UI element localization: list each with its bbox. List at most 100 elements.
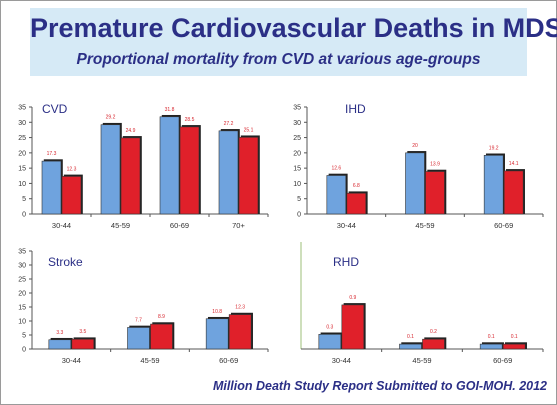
y-tick-label: 15 <box>293 166 301 173</box>
bar-series-b <box>150 323 173 350</box>
y-tick-label: 30 <box>18 120 26 127</box>
data-label: 6.8 <box>353 183 360 189</box>
chart-title: CVD <box>42 102 68 116</box>
data-label: 0.9 <box>349 295 356 301</box>
data-label: 12.6 <box>331 165 341 171</box>
y-tick-label: 35 <box>18 105 26 112</box>
y-tick-label: 15 <box>18 166 26 173</box>
x-tick-label: 30-44 <box>337 221 356 230</box>
bar-series-a <box>479 343 503 350</box>
y-tick-label: 0 <box>22 347 26 354</box>
bar-series-b <box>179 126 200 215</box>
x-tick-label: 60-69 <box>219 356 238 365</box>
y-tick-label: 30 <box>18 263 26 270</box>
rhd-chart: RHD 0.3 0.9 30-44 0.1 0.2 45-59 0.1 0.1 60-69 <box>300 242 544 365</box>
data-label: 24.9 <box>126 128 136 134</box>
data-label: 29.2 <box>106 115 116 121</box>
data-label: 20 <box>412 143 418 149</box>
x-tick-label: 45-59 <box>412 356 431 365</box>
stroke-chart: 0 5 10 15 20 25 30 35 Stroke 3.3 3.5 30-44 7.7 8.9 45-… <box>18 249 269 365</box>
source-note: Million Death Study Report Submitted to … <box>212 379 547 393</box>
x-tick-label: 45-59 <box>140 356 159 365</box>
bar-series-a <box>218 130 239 215</box>
y-tick-label: 10 <box>18 181 26 188</box>
cvd-chart: 0 5 10 15 20 25 30 35 CVD 17.3 12.3 30-44 29.2 24.9 45… <box>18 102 269 230</box>
y-tick-label: 5 <box>22 196 26 203</box>
data-label: 28.5 <box>185 117 195 123</box>
y-tick-label: 20 <box>18 291 26 298</box>
bar-series-b <box>61 176 82 215</box>
title-banner: Premature Cardiovascular Deaths in MDS P… <box>30 8 557 76</box>
data-label: 0.3 <box>326 324 333 330</box>
x-tick-label: 30-44 <box>62 356 81 365</box>
data-label: 0.2 <box>430 329 437 335</box>
data-label: 0.1 <box>488 334 495 340</box>
data-label: 0.1 <box>511 334 518 340</box>
x-tick-label: 70+ <box>232 221 245 230</box>
bar-series-b <box>503 170 524 215</box>
chart-title: RHD <box>333 255 359 269</box>
x-tick-label: 60-69 <box>170 221 189 230</box>
ihd-chart: 0 5 10 15 20 25 30 35 IHD 12.6 6.8 30-44 20 13.9 45-59… <box>293 102 544 230</box>
data-label: 12.3 <box>235 305 245 311</box>
y-tick-label: 20 <box>18 150 26 157</box>
chart-title: IHD <box>345 102 366 116</box>
data-label: 12.3 <box>67 166 77 172</box>
y-tick-label: 30 <box>293 120 301 127</box>
data-label: 3.5 <box>79 329 86 335</box>
data-label: 25.1 <box>244 127 254 133</box>
y-tick-label: 25 <box>18 135 26 142</box>
x-tick-label: 60-69 <box>493 356 512 365</box>
bar-series-b <box>425 171 445 215</box>
y-tick-label: 25 <box>293 135 301 142</box>
data-label: 8.9 <box>158 314 165 320</box>
data-label: 17.3 <box>47 151 57 157</box>
x-tick-label: 30-44 <box>332 356 351 365</box>
bar-series-b <box>228 314 252 350</box>
y-tick-label: 15 <box>18 305 26 312</box>
bar-series-a <box>100 124 121 215</box>
x-tick-label: 60-69 <box>494 221 513 230</box>
data-label: 19.2 <box>489 145 499 151</box>
bar-series-b <box>238 136 259 215</box>
chart-title: Stroke <box>48 255 83 269</box>
y-tick-label: 35 <box>18 249 26 256</box>
bar-series-b <box>502 343 526 350</box>
bar-series-a <box>405 152 425 215</box>
x-tick-label: 45-59 <box>415 221 434 230</box>
bar-series-a <box>326 175 347 215</box>
bar-series-b <box>346 192 367 215</box>
y-tick-label: 0 <box>297 212 301 219</box>
bar-series-b <box>422 338 445 350</box>
y-tick-label: 5 <box>22 333 26 340</box>
y-tick-label: 20 <box>293 150 301 157</box>
bar-series-a <box>318 334 342 350</box>
bar-series-a <box>127 327 150 350</box>
y-tick-label: 10 <box>293 181 301 188</box>
y-tick-label: 0 <box>22 212 26 219</box>
y-tick-label: 5 <box>297 196 301 203</box>
y-tick-label: 10 <box>18 319 26 326</box>
data-label: 13.9 <box>430 162 440 168</box>
data-label: 10.8 <box>212 309 222 315</box>
bar-series-a <box>399 343 422 350</box>
bar-series-b <box>120 137 141 215</box>
data-label: 14.1 <box>509 161 519 167</box>
y-tick-label: 25 <box>18 277 26 284</box>
data-label: 0.1 <box>407 334 414 340</box>
data-label: 7.7 <box>135 317 142 323</box>
x-tick-label: 45-59 <box>111 221 130 230</box>
bar-series-a <box>205 318 229 350</box>
slide-subtitle: Proportional mortality from CVD at vario… <box>76 51 481 68</box>
y-tick-label: 35 <box>293 105 301 112</box>
data-label: 31.8 <box>165 107 175 113</box>
bar-series-b <box>71 338 95 350</box>
bar-series-a <box>159 116 180 215</box>
bar-series-a <box>48 339 72 350</box>
bar-series-b <box>341 304 365 350</box>
bar-series-a <box>41 160 62 215</box>
bar-series-a <box>483 155 504 215</box>
data-label: 3.3 <box>56 330 63 336</box>
slide-title: Premature Cardiovascular Deaths in MDS <box>30 13 557 43</box>
data-label: 27.2 <box>224 121 234 127</box>
